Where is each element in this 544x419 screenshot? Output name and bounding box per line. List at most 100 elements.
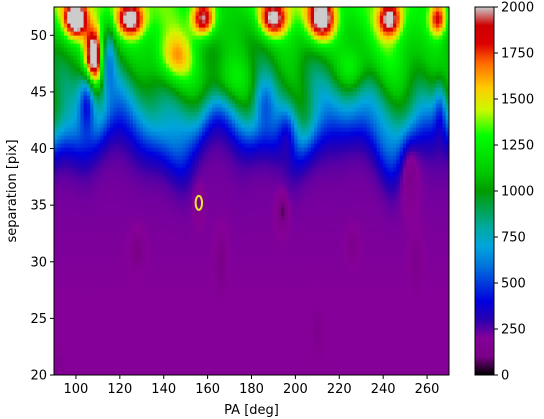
heatmap-cell <box>73 351 78 356</box>
heatmap-cell <box>317 331 322 336</box>
heatmap-cell <box>96 331 101 336</box>
heatmap-cell <box>80 239 85 244</box>
heatmap-cell <box>333 319 338 324</box>
heatmap-cell <box>291 335 295 340</box>
heatmap-cell <box>235 323 239 328</box>
heatmap-cell <box>106 235 111 240</box>
heatmap-cell <box>386 247 391 252</box>
heatmap-cell <box>287 303 292 308</box>
heatmap-cell <box>274 235 279 240</box>
heatmap-cell <box>218 207 223 212</box>
heatmap-cell <box>136 299 141 304</box>
heatmap-cell <box>261 355 266 360</box>
heatmap-cell <box>133 371 137 375</box>
heatmap-cell <box>310 287 315 292</box>
heatmap-cell <box>205 219 210 224</box>
heatmap-cell <box>370 307 374 312</box>
heatmap-cell <box>284 367 289 372</box>
heatmap-cell <box>307 343 312 348</box>
heatmap-cell <box>399 219 404 224</box>
heatmap-cell <box>258 307 262 312</box>
heatmap-cell <box>383 223 388 228</box>
heatmap-cell <box>261 351 266 356</box>
heatmap-cell <box>63 339 68 344</box>
heatmap-cell <box>185 215 190 220</box>
heatmap-cell <box>54 311 58 316</box>
heatmap-cell <box>156 275 160 280</box>
heatmap-cell <box>314 347 318 352</box>
heatmap-cell <box>254 371 259 375</box>
heatmap-cell <box>402 227 407 232</box>
heatmap-cell <box>346 343 351 348</box>
heatmap-cell <box>142 315 147 320</box>
heatmap-cell <box>241 211 246 216</box>
heatmap-cell <box>314 343 318 348</box>
heatmap-cell <box>136 335 141 340</box>
heatmap-cell <box>248 351 253 356</box>
heatmap-cell <box>300 303 305 308</box>
heatmap-cell <box>340 223 345 228</box>
heatmap-cell <box>346 339 351 344</box>
heatmap-cell <box>109 235 114 240</box>
heatmap-cell <box>86 335 91 340</box>
heatmap-cell <box>366 259 371 264</box>
heatmap-cell <box>126 227 131 232</box>
heatmap-cell <box>370 347 374 352</box>
heatmap-cell <box>133 299 137 304</box>
heatmap-cell <box>169 367 174 372</box>
heatmap-cell <box>142 227 147 232</box>
heatmap-cell <box>300 347 305 352</box>
heatmap-cell <box>399 211 404 216</box>
heatmap-cell <box>248 271 253 276</box>
heatmap-cell <box>136 219 141 224</box>
heatmap-cell <box>86 339 91 344</box>
heatmap-cell <box>337 279 341 284</box>
heatmap-cell <box>419 339 424 344</box>
heatmap-cell <box>425 327 430 332</box>
heatmap-cell <box>188 371 193 375</box>
heatmap-cell <box>96 327 101 332</box>
heatmap-cell <box>198 259 203 264</box>
heatmap-cell <box>152 323 157 328</box>
heatmap-cell <box>165 247 170 252</box>
heatmap-cell <box>320 327 325 332</box>
heatmap-cell <box>284 287 289 292</box>
heatmap-cell <box>346 335 351 340</box>
heatmap-cell <box>123 303 128 308</box>
heatmap-cell <box>133 363 137 368</box>
heatmap-cell <box>195 223 200 228</box>
heatmap-cell <box>333 291 338 296</box>
heatmap-cell <box>129 219 134 224</box>
heatmap-cell <box>297 343 302 348</box>
heatmap-cell <box>399 363 404 368</box>
heatmap-cell <box>376 291 381 296</box>
heatmap-cell <box>432 359 437 364</box>
heatmap-cell <box>287 243 292 248</box>
heatmap-cell <box>251 247 256 252</box>
heatmap-cell <box>281 331 286 336</box>
heatmap-cell <box>202 275 207 280</box>
heatmap-cell <box>416 367 420 372</box>
heatmap-cell <box>248 303 253 308</box>
heatmap-cell <box>215 219 220 224</box>
heatmap-cell <box>439 307 444 312</box>
heatmap-cell <box>241 311 246 316</box>
heatmap-cell <box>172 287 177 292</box>
heatmap-cell <box>165 311 170 316</box>
heatmap-cell <box>281 327 286 332</box>
heatmap-cell <box>152 283 157 288</box>
heatmap-cell <box>96 343 101 348</box>
heatmap-cell <box>333 231 338 236</box>
heatmap-cell <box>73 239 78 244</box>
heatmap-cell <box>116 251 121 256</box>
heatmap-cell <box>212 363 216 368</box>
heatmap-cell <box>238 359 243 364</box>
heatmap-cell <box>86 215 91 220</box>
heatmap-cell <box>231 251 236 256</box>
heatmap-cell <box>412 303 417 308</box>
heatmap-cell <box>54 247 58 252</box>
heatmap-cell <box>202 271 207 276</box>
heatmap-cell <box>248 231 253 236</box>
heatmap-cell <box>218 347 223 352</box>
heatmap-cell <box>442 295 447 300</box>
